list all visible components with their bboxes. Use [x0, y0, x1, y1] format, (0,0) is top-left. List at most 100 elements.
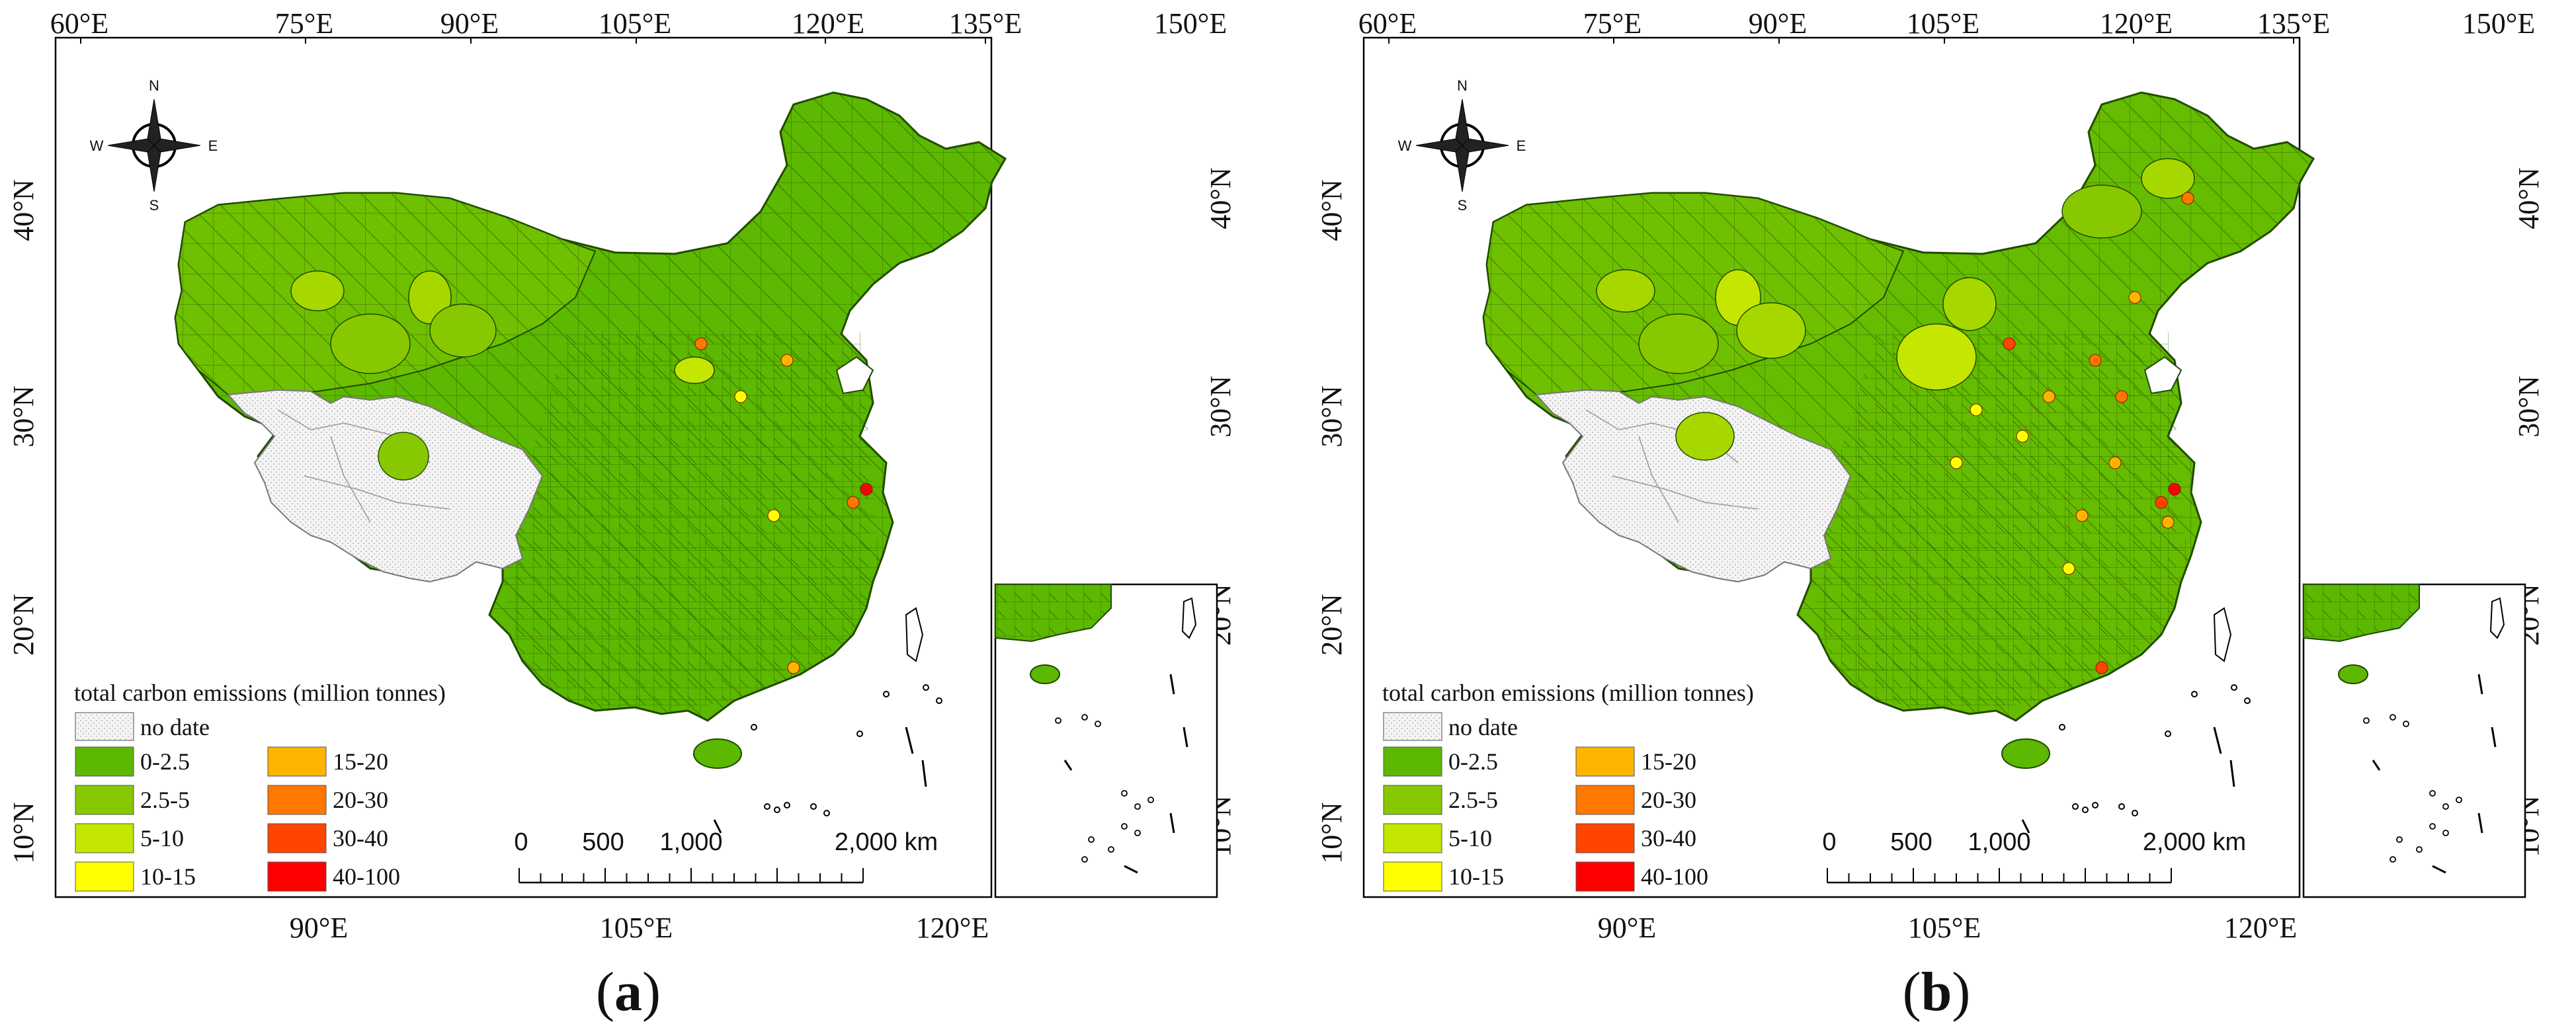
top-axis-label: 75°E — [275, 7, 333, 40]
emission-patch — [1675, 412, 1735, 461]
scale-label-2000: 2,000 km — [835, 828, 938, 856]
compass-e-label: E — [208, 138, 218, 154]
island-dot — [936, 697, 942, 704]
legend-swatch — [1575, 861, 1635, 892]
island-dot — [856, 730, 863, 737]
inset-island — [2456, 797, 2462, 803]
nine-dash-line — [2213, 727, 2222, 754]
island-dot — [883, 691, 890, 697]
inset-dash — [1169, 674, 1175, 695]
top-axis-label: 90°E — [1749, 7, 1807, 40]
legend-swatch — [1383, 746, 1442, 777]
legend-swatch — [1575, 823, 1635, 853]
legend-title: total carbon emissions (million tonnes) — [1382, 680, 1754, 706]
island-dot — [810, 803, 817, 810]
bottom-axis-label: 90°E — [1598, 912, 1656, 944]
island-dot — [923, 684, 929, 691]
emission-hotspot — [847, 496, 860, 509]
emission-hotspot — [694, 337, 708, 350]
scale-label-500: 500 — [582, 828, 624, 856]
emission-hotspot — [2168, 483, 2181, 496]
compass-needle — [107, 98, 201, 192]
nine-dash-line — [2229, 760, 2235, 787]
top-axis-label: 90°E — [440, 7, 499, 40]
island-dot — [2118, 803, 2125, 810]
inset-dash — [1183, 727, 1188, 748]
emission-patch — [378, 432, 429, 481]
top-axis-label: 105°E — [1907, 7, 1979, 40]
island-dot — [2244, 697, 2251, 704]
inset-island — [1108, 846, 1114, 853]
inset-dash — [2491, 727, 2497, 748]
legend-swatch — [75, 746, 134, 777]
scale-label-0: 0 — [1822, 828, 1836, 856]
nine-dash-line — [713, 819, 722, 834]
island-dot — [2231, 684, 2237, 691]
inset-dash — [2372, 760, 2381, 771]
legend-class-label: 2.5-5 — [1448, 787, 1498, 813]
nine-dash-line — [921, 760, 927, 787]
emission-hotspot — [2155, 496, 2168, 509]
emission-hotspot — [2075, 509, 2089, 522]
emission-hotspot — [2089, 354, 2102, 367]
compass-e-label: E — [1517, 138, 1526, 154]
nine-dash-line — [2021, 819, 2030, 834]
inset-island — [1134, 830, 1141, 836]
island-dot — [2191, 691, 2198, 697]
island-dot — [2059, 724, 2065, 730]
top-axis-label: 135°E — [2257, 7, 2330, 40]
emission-hotspot — [860, 483, 873, 496]
county-boundaries-dense — [503, 331, 880, 714]
inset-island — [1095, 721, 1101, 727]
top-axis-label: 120°E — [2100, 7, 2173, 40]
inset-dash — [1063, 760, 1073, 771]
emission-hotspot — [2181, 192, 2194, 205]
inset-dash — [2477, 674, 2483, 695]
emission-patch — [2141, 158, 2195, 199]
bottom-axis-label: 90°E — [290, 912, 348, 944]
legend-swatch — [1575, 746, 1635, 777]
bottom-axis-label: 120°E — [2224, 912, 2297, 944]
inset-map — [2302, 583, 2526, 898]
compass-s-label: S — [1458, 197, 1468, 214]
legend-swatch — [267, 785, 327, 815]
island-dot — [764, 803, 770, 810]
legend-no-data-swatch — [1383, 712, 1442, 741]
map-svg-a: 60°E 75°E 90°E 105°E 120°E 135°E 150°E 90°E 105°… — [7, 7, 1237, 944]
legend-class-label: 5-10 — [140, 825, 184, 851]
bottom-axis-label: 120°E — [916, 912, 989, 944]
legend-swatch — [267, 746, 327, 777]
emission-patch — [2061, 184, 2142, 239]
map-panel-a: 60°E 75°E 90°E 105°E 120°E 135°E 150°E 90°E 105°… — [0, 0, 1283, 1023]
legend-class-label: 15-20 — [333, 748, 388, 775]
inset-island — [2429, 790, 2436, 797]
emission-hotspot — [767, 509, 780, 522]
inset-island — [2416, 846, 2423, 853]
legend-swatch — [75, 785, 134, 815]
top-axis-label: 120°E — [792, 7, 864, 40]
inset-map — [994, 583, 1218, 898]
inset-island — [2389, 714, 2396, 721]
emission-patch — [1942, 277, 1997, 331]
legend-no-data-swatch — [75, 712, 134, 741]
inset-island — [1088, 836, 1095, 843]
compass-n-label: N — [149, 77, 159, 94]
emission-patch — [330, 313, 411, 374]
top-axis-label: 75°E — [1583, 7, 1641, 40]
emission-hotspot — [1950, 456, 1963, 469]
inset-dash — [2477, 812, 2483, 834]
emission-hotspot — [1970, 403, 1983, 416]
legend-swatch — [267, 861, 327, 892]
emission-patch — [674, 356, 715, 384]
no-data-region — [226, 389, 544, 583]
legend: total carbon emissions (million tonnes) n… — [1382, 680, 1754, 892]
left-axis-label: 40°N — [7, 179, 40, 241]
island-dot — [2092, 802, 2098, 808]
right-axis-label: 40°N — [1204, 167, 1237, 229]
scale-label-2000: 2,000 km — [2143, 828, 2246, 856]
emission-hotspot — [2042, 390, 2056, 403]
legend-class-label: 10-15 — [140, 863, 196, 890]
inset-island — [1055, 717, 1061, 724]
legend-class-label: 15-20 — [1641, 748, 1696, 775]
inset-island — [1121, 790, 1128, 797]
